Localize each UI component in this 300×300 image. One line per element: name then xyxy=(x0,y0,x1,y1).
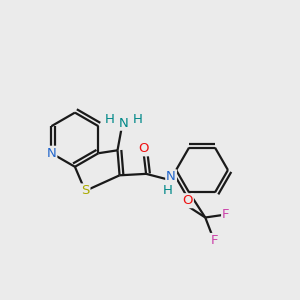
Text: N: N xyxy=(46,147,56,160)
Text: F: F xyxy=(222,208,230,221)
Text: O: O xyxy=(182,194,193,207)
Text: H: H xyxy=(163,184,172,197)
Text: N: N xyxy=(166,170,176,183)
Text: O: O xyxy=(138,142,148,155)
Text: H: H xyxy=(132,113,142,126)
Text: S: S xyxy=(81,184,89,197)
Text: H: H xyxy=(105,113,115,126)
Text: F: F xyxy=(210,234,218,247)
Text: N: N xyxy=(118,117,128,130)
